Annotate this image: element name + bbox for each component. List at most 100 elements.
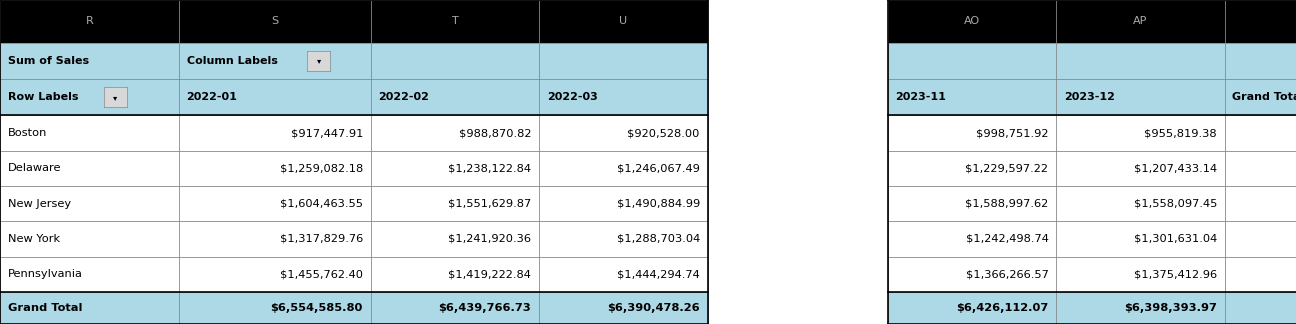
Text: $1,588,997.62: $1,588,997.62 (966, 199, 1048, 209)
Text: Pennsylvania: Pennsylvania (8, 269, 83, 279)
Bar (888, 43, 1056, 79)
Bar (179, 292, 371, 324)
Bar (0, 115, 179, 151)
Bar (0, 79, 179, 115)
Text: Row Labels: Row Labels (8, 92, 78, 102)
Bar (0, 0, 179, 43)
Text: $998,751.92: $998,751.92 (976, 128, 1048, 138)
Text: $1,419,222.84: $1,419,222.84 (448, 269, 531, 279)
Text: AP: AP (1133, 17, 1148, 26)
Text: $917,447.91: $917,447.91 (290, 128, 363, 138)
Bar (1056, 0, 1225, 43)
Bar (371, 0, 539, 43)
Bar (539, 43, 708, 79)
Bar (1225, 257, 1296, 292)
Text: $1,207,433.14: $1,207,433.14 (1134, 163, 1217, 173)
Text: $1,229,597.22: $1,229,597.22 (966, 163, 1048, 173)
Bar (1225, 43, 1296, 79)
Text: 2022-02: 2022-02 (378, 92, 429, 102)
Bar (0, 186, 179, 221)
Text: Boston: Boston (8, 128, 47, 138)
Text: $6,439,766.73: $6,439,766.73 (438, 303, 531, 313)
Bar (539, 115, 708, 151)
Text: ▾: ▾ (113, 93, 118, 102)
Text: U: U (619, 17, 627, 26)
Text: Column Labels: Column Labels (187, 56, 277, 66)
Bar (179, 115, 371, 151)
Text: $1,259,082.18: $1,259,082.18 (280, 163, 363, 173)
Bar (888, 292, 1056, 324)
Text: $1,604,463.55: $1,604,463.55 (280, 199, 363, 209)
Bar (888, 0, 1056, 43)
Text: Sum of Sales: Sum of Sales (8, 56, 89, 66)
Bar (539, 292, 708, 324)
Bar (539, 221, 708, 257)
Bar (888, 186, 1056, 221)
Text: $6,554,585.80: $6,554,585.80 (271, 303, 363, 313)
Text: $1,317,829.76: $1,317,829.76 (280, 234, 363, 244)
Text: $6,398,393.97: $6,398,393.97 (1124, 303, 1217, 313)
Bar (888, 115, 1056, 151)
Bar (371, 79, 539, 115)
Text: 2022-03: 2022-03 (547, 92, 597, 102)
Bar (888, 151, 1056, 186)
Text: $6,426,112.07: $6,426,112.07 (956, 303, 1048, 313)
Text: $988,870.82: $988,870.82 (459, 128, 531, 138)
Bar (371, 43, 539, 79)
Bar (179, 151, 371, 186)
Text: $6,390,478.26: $6,390,478.26 (608, 303, 700, 313)
Bar (179, 257, 371, 292)
Bar (179, 0, 371, 43)
Bar (0, 221, 179, 257)
Bar (371, 115, 539, 151)
Text: $1,490,884.99: $1,490,884.99 (617, 199, 700, 209)
Bar (179, 221, 371, 257)
Bar (888, 221, 1056, 257)
Bar (1225, 0, 1296, 43)
Text: S: S (271, 17, 279, 26)
Bar (1056, 79, 1225, 115)
Bar (307, 51, 330, 71)
Text: $1,246,067.49: $1,246,067.49 (617, 163, 700, 173)
Bar (179, 43, 371, 79)
Bar (371, 292, 539, 324)
Bar (1225, 151, 1296, 186)
Text: 2023-11: 2023-11 (896, 92, 946, 102)
Text: $1,366,266.57: $1,366,266.57 (966, 269, 1048, 279)
Bar (371, 257, 539, 292)
Text: $1,444,294.74: $1,444,294.74 (617, 269, 700, 279)
Text: $1,301,631.04: $1,301,631.04 (1134, 234, 1217, 244)
Bar (1056, 151, 1225, 186)
Bar (179, 79, 371, 115)
Bar (371, 221, 539, 257)
Bar (1056, 292, 1225, 324)
Bar (371, 151, 539, 186)
Bar (371, 186, 539, 221)
Text: $1,238,122.84: $1,238,122.84 (448, 163, 531, 173)
Bar (0, 257, 179, 292)
Bar (539, 0, 708, 43)
Text: $955,819.38: $955,819.38 (1144, 128, 1217, 138)
Bar (179, 186, 371, 221)
Bar (539, 186, 708, 221)
Text: New Jersey: New Jersey (8, 199, 71, 209)
Bar (1056, 43, 1225, 79)
Bar (1056, 115, 1225, 151)
Bar (1225, 221, 1296, 257)
Text: R: R (86, 17, 93, 26)
Text: $1,288,703.04: $1,288,703.04 (617, 234, 700, 244)
Bar (1225, 186, 1296, 221)
Bar (104, 87, 127, 107)
Text: $920,528.00: $920,528.00 (627, 128, 700, 138)
Text: T: T (451, 17, 459, 26)
Bar (0, 151, 179, 186)
Text: $1,455,762.40: $1,455,762.40 (280, 269, 363, 279)
Bar (539, 257, 708, 292)
Text: ▾: ▾ (316, 56, 321, 65)
Bar (1225, 115, 1296, 151)
Text: Grand Total: Grand Total (8, 303, 82, 313)
Text: $1,241,920.36: $1,241,920.36 (448, 234, 531, 244)
Text: AO: AO (964, 17, 980, 26)
Bar (888, 79, 1056, 115)
Text: $1,242,498.74: $1,242,498.74 (966, 234, 1048, 244)
